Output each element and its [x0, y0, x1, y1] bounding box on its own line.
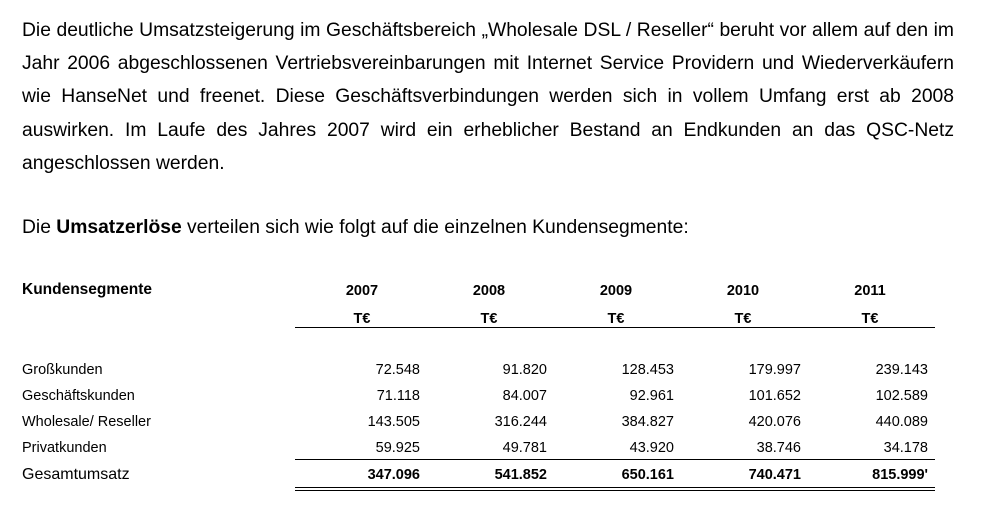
column-header-unit: T€ — [734, 311, 752, 327]
paragraph-revenue-intro: Die Umsatzerlöse verteilen sich wie folg… — [22, 211, 954, 244]
cell-value: 84.007 — [502, 388, 547, 404]
column-header-unit: T€ — [353, 311, 371, 327]
divider — [295, 490, 935, 491]
cell-value: 38.746 — [756, 440, 801, 456]
cell-value: 440.089 — [875, 414, 928, 430]
cell-value: 102.589 — [875, 388, 928, 404]
cell-value: 49.781 — [502, 440, 547, 456]
divider — [295, 459, 935, 460]
cell-value: 91.820 — [502, 362, 547, 378]
cell-value: 92.961 — [629, 388, 674, 404]
cell-value: 72.548 — [375, 362, 420, 378]
cell-total: 815.999' — [872, 467, 928, 483]
column-header-year: 2010 — [726, 283, 760, 299]
row-label: Großkunden — [22, 362, 103, 378]
divider — [295, 327, 935, 328]
cell-value: 34.178 — [883, 440, 928, 456]
bold-term: Umsatzerlöse — [56, 217, 182, 238]
column-header-year: 2007 — [345, 283, 379, 299]
cell-value: 179.997 — [748, 362, 801, 378]
row-label: Geschäftskunden — [22, 388, 135, 404]
column-header-year: 2011 — [854, 283, 886, 299]
cell-total: 541.852 — [494, 467, 547, 483]
column-header-unit: T€ — [607, 311, 625, 327]
divider — [295, 487, 935, 488]
column-header-unit: T€ — [480, 311, 498, 327]
text: verteilen sich wie folgt auf die einzeln… — [181, 217, 689, 238]
cell-value: 143.505 — [367, 414, 420, 430]
column-header-unit: T€ — [861, 311, 879, 327]
cell-value: 420.076 — [748, 414, 801, 430]
cell-value: 384.827 — [621, 414, 674, 430]
cell-total: 740.471 — [748, 467, 801, 483]
cell-value: 101.652 — [748, 388, 801, 404]
row-label: Privatkunden — [22, 440, 107, 456]
row-label-total: Gesamtumsatz — [22, 466, 130, 483]
cell-value: 43.920 — [629, 440, 674, 456]
cell-value: 59.925 — [375, 440, 420, 456]
row-label: Wholesale/ Reseller — [22, 414, 151, 430]
column-header-year: 2008 — [472, 283, 506, 299]
cell-total: 347.096 — [367, 467, 420, 483]
cell-total: 650.161 — [621, 467, 674, 483]
text: Die — [22, 217, 57, 238]
column-header-segment: Kundensegmente — [22, 281, 153, 298]
cell-value: 71.118 — [376, 388, 420, 404]
cell-value: 316.244 — [494, 414, 547, 430]
cell-value: 239.143 — [875, 362, 928, 378]
column-header-year: 2009 — [599, 283, 633, 299]
cell-value: 128.453 — [621, 362, 674, 378]
paragraph-intro: Die deutliche Umsatzsteigerung im Geschä… — [22, 20, 954, 174]
